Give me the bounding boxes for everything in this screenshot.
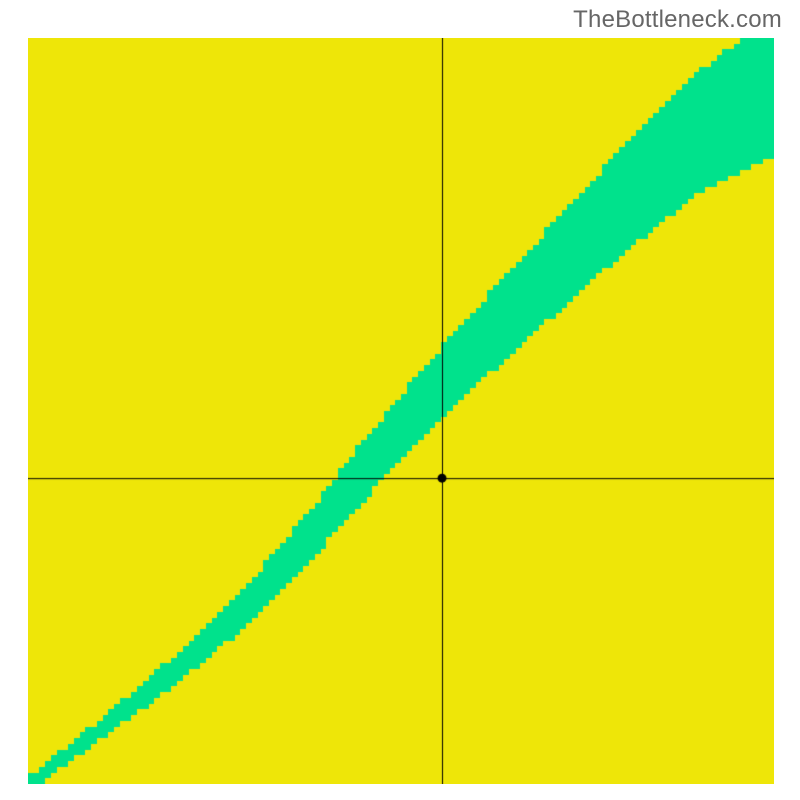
chart-container: TheBottleneck.com — [0, 0, 800, 800]
watermark-text: TheBottleneck.com — [573, 6, 782, 34]
heatmap-plot — [28, 38, 774, 784]
